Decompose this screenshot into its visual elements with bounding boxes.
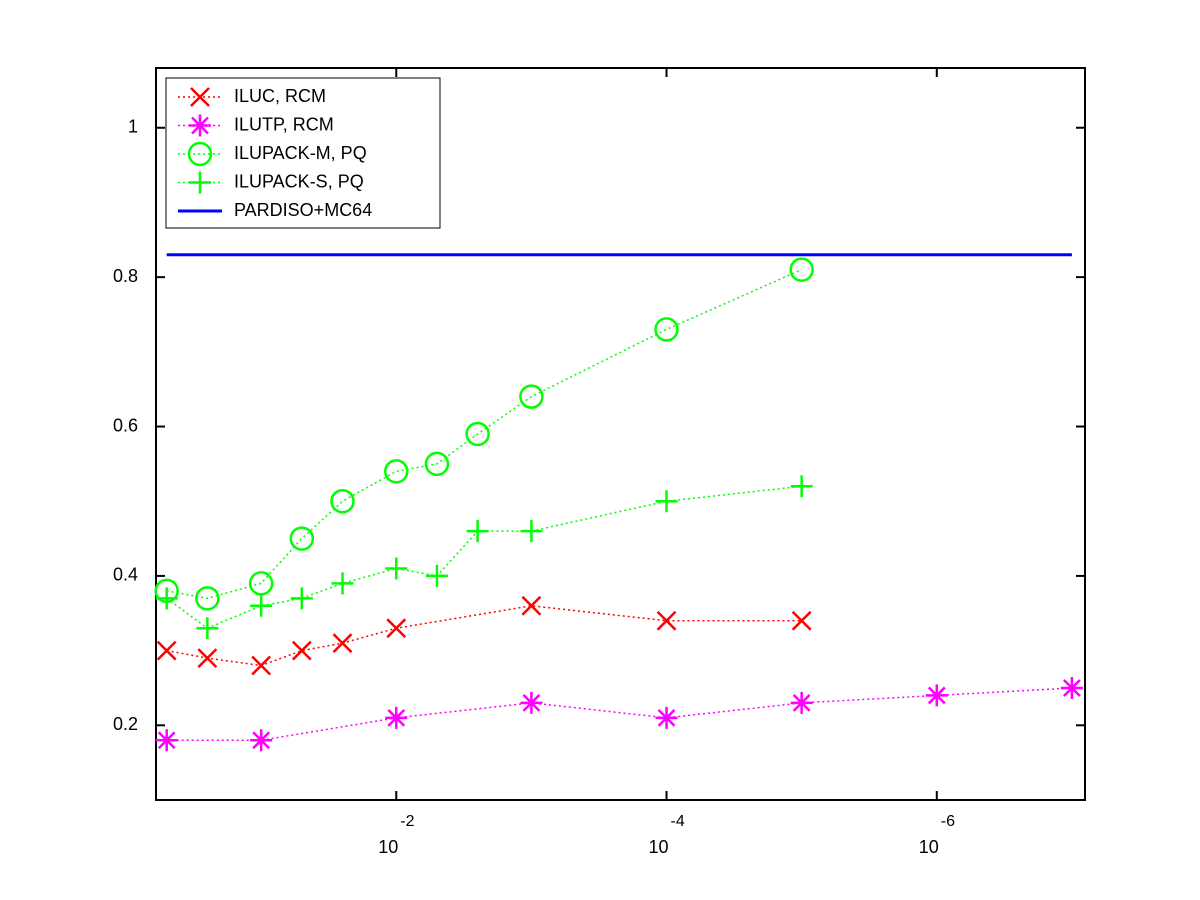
- y-tick-label: 0.2: [113, 714, 138, 734]
- marker: [385, 557, 408, 580]
- marker: [925, 684, 948, 707]
- series-line: [166, 687, 1072, 741]
- marker: [520, 691, 543, 714]
- marker: [250, 594, 273, 617]
- marker: [466, 520, 489, 543]
- marker: [655, 490, 678, 513]
- marker: [332, 633, 353, 654]
- x-tick-label: 10: [649, 837, 669, 857]
- marker: [195, 586, 220, 611]
- marker: [790, 691, 813, 714]
- marker: [251, 655, 272, 676]
- marker: [654, 317, 679, 342]
- marker: [386, 618, 407, 639]
- x-tick-label: 10: [919, 837, 939, 857]
- marker: [291, 640, 312, 661]
- y-tick-label: 0.6: [113, 415, 138, 435]
- marker: [790, 475, 813, 498]
- marker: [385, 706, 408, 729]
- marker: [330, 488, 355, 514]
- marker: [250, 729, 273, 752]
- legend-label: ILUTP, RCM: [234, 114, 334, 134]
- legend: ILUC, RCM ILUTP, RCM ILUPACK-M, PQ ILUPACK-…: [165, 77, 441, 229]
- marker: [384, 459, 409, 484]
- marker: [789, 257, 814, 282]
- y-tick-label: 0.4: [113, 565, 138, 585]
- y-tick-label: 0.8: [113, 266, 138, 286]
- marker: [655, 706, 678, 729]
- marker: [425, 564, 448, 587]
- marker: [197, 648, 218, 668]
- marker: [155, 587, 178, 610]
- x-tick-label: 10: [378, 837, 398, 857]
- marker: [424, 451, 450, 477]
- marker: [1060, 676, 1083, 699]
- marker: [465, 421, 490, 447]
- marker: [791, 610, 812, 631]
- legend-label: ILUPACK-M, PQ: [234, 143, 367, 163]
- marker: [289, 526, 315, 551]
- marker: [656, 610, 677, 631]
- marker: [189, 114, 211, 137]
- marker: [290, 587, 313, 610]
- marker: [521, 595, 542, 616]
- marker: [187, 141, 213, 167]
- marker: [155, 729, 178, 752]
- legend-label: PARDISO+MC64: [234, 200, 372, 220]
- marker: [156, 640, 177, 661]
- y-tick-label: 1: [128, 117, 138, 137]
- marker: [519, 384, 544, 409]
- marker: [520, 520, 543, 543]
- marker: [190, 87, 210, 107]
- legend-label: ILUC, RCM: [234, 86, 326, 106]
- legend-label: ILUPACK-S, PQ: [234, 171, 364, 191]
- x-tick-exponent: -2: [400, 813, 414, 830]
- x-tick-exponent: -6: [941, 813, 955, 830]
- marker: [189, 171, 211, 194]
- marker: [196, 617, 219, 640]
- marker: [331, 572, 354, 595]
- marker: [248, 571, 274, 596]
- x-tick-exponent: -4: [671, 813, 685, 830]
- series-line: [166, 485, 802, 630]
